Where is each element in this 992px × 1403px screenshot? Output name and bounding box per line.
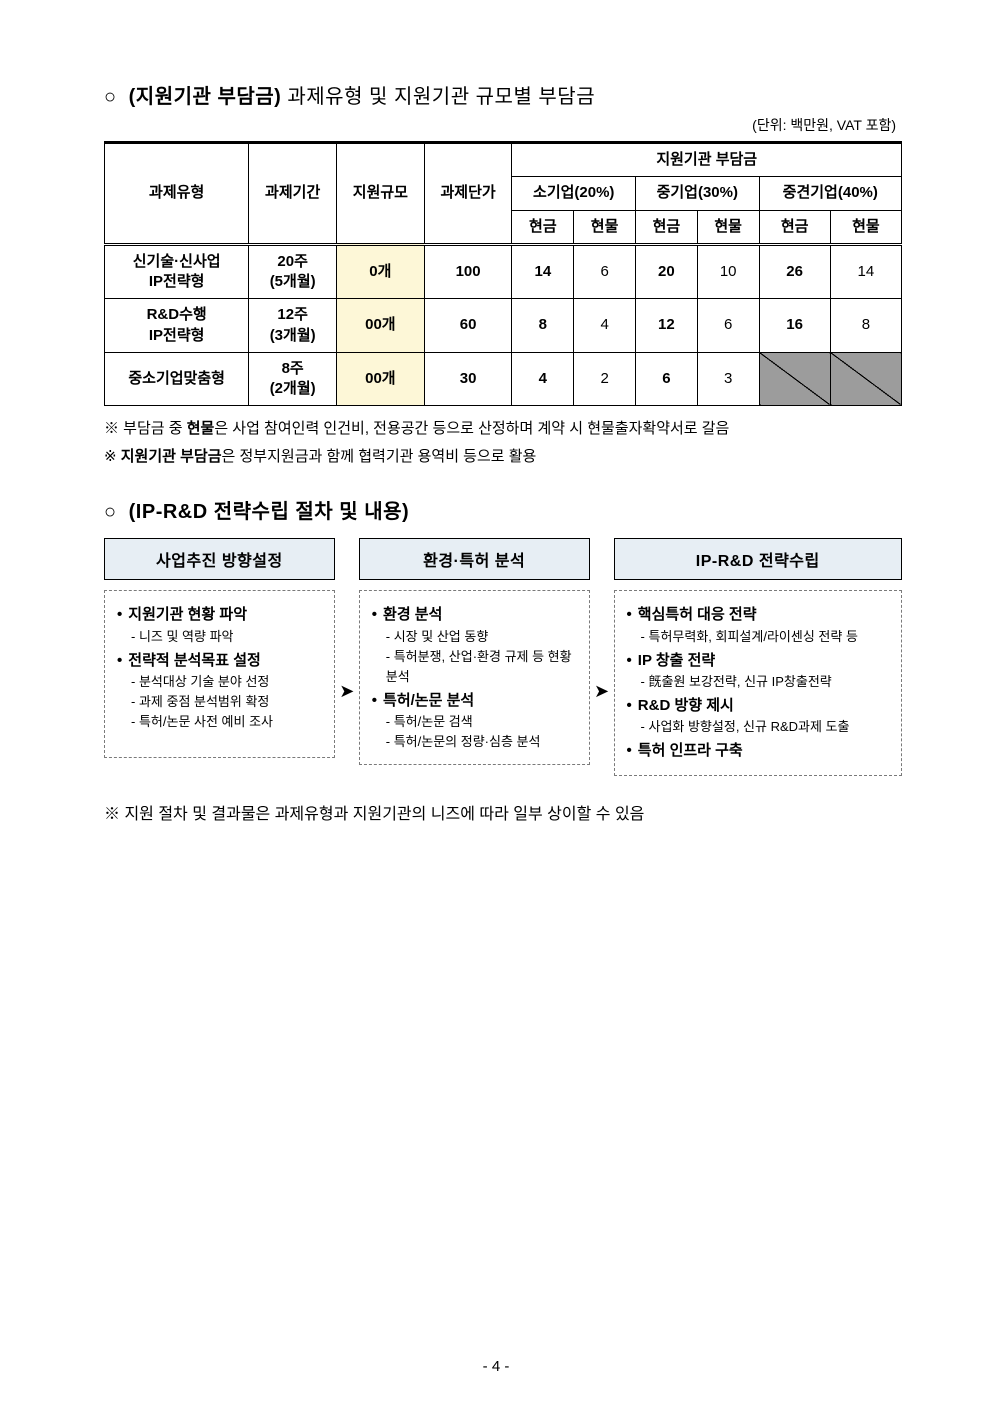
table-cell: 10 [697, 244, 759, 299]
flow-footnote: ※ 지원 절차 및 결과물은 과제유형과 지원기관의 니즈에 따라 일부 상이할… [104, 800, 902, 824]
stage-item-sub: 특허/논문 사전 예비 조사 [117, 712, 322, 732]
th-m-kind: 현물 [697, 210, 759, 244]
table-cell: 8 [512, 299, 574, 353]
th-group: 지원기관 부담금 [512, 143, 902, 177]
table-cell: 00개 [337, 352, 425, 406]
th-type: 과제유형 [105, 143, 249, 245]
stage-item-main: 핵심특허 대응 전략 [627, 603, 889, 626]
note1-post: 은 사업 참여인력 인건비, 전용공간 등으로 산정하며 계약 시 현물출자확약… [214, 420, 729, 437]
th-scale: 지원규모 [337, 143, 425, 245]
table-cell: 0개 [337, 244, 425, 299]
table-cell [830, 352, 901, 406]
arrow-icon: ➤ [335, 538, 359, 775]
table-cell: 14 [830, 244, 901, 299]
table-cell: 16 [759, 299, 830, 353]
title-bold: (지원기관 부담금) [129, 86, 282, 108]
table-cell: 8주(2개월) [249, 352, 337, 406]
table-cell: 6 [636, 352, 698, 406]
table-cell: 12 [636, 299, 698, 353]
note-2: ※ 지원기관 부담금은 정부지원금과 함께 협력기관 용역비 등으로 활용 [104, 444, 902, 470]
table-row: 신기술·신사업IP전략형20주(5개월)0개10014620102614 [105, 244, 902, 299]
unit-label: (단위: 백만원, VAT 포함) [104, 115, 902, 135]
table-row: 중소기업맞춤형8주(2개월)00개304263 [105, 352, 902, 406]
table-cell: 4 [512, 352, 574, 406]
stage-item-sub: 旣출원 보강전략, 신규 IP창출전략 [627, 672, 889, 692]
stage-item-main: 특허 인프라 구축 [627, 739, 889, 762]
table-cell: 3 [697, 352, 759, 406]
stage-item-main: 환경 분석 [372, 603, 577, 626]
section1-title: ○ (지원기관 부담금) 과제유형 및 지원기관 규모별 부담금 [104, 80, 902, 109]
th-s-kind: 현물 [574, 210, 636, 244]
table-cell: 4 [574, 299, 636, 353]
page-body: ○ (지원기관 부담금) 과제유형 및 지원기관 규모별 부담금 (단위: 백만… [0, 0, 992, 864]
stage-item-main: 특허/논문 분석 [372, 689, 577, 712]
table-cell: 60 [424, 299, 512, 353]
stage-body: 지원기관 현황 파악니즈 및 역량 파악전략적 분석목표 설정분석대상 기술 분… [104, 590, 335, 758]
flow-stage: 사업추진 방향설정지원기관 현황 파악니즈 및 역량 파악전략적 분석목표 설정… [104, 538, 335, 775]
th-m-cash: 현금 [636, 210, 698, 244]
th-l-kind: 현물 [830, 210, 901, 244]
stage-body: 핵심특허 대응 전략특허무력화, 회피설계/라이센싱 전략 등IP 창출 전략旣… [614, 590, 902, 775]
th-l-cash: 현금 [759, 210, 830, 244]
stage-item-sub: 특허분쟁, 산업·환경 규제 등 현황 분석 [372, 647, 577, 687]
table-cell: 100 [424, 244, 512, 299]
burden-table: 과제유형 과제기간 지원규모 과제단가 지원기관 부담금 소기업(20%) 중기… [104, 141, 902, 406]
title-bullet: ○ [104, 86, 123, 108]
table-cell: R&D수행IP전략형 [105, 299, 249, 353]
table-cell: 중소기업맞춤형 [105, 352, 249, 406]
stage-item-sub: 니즈 및 역량 파악 [117, 627, 322, 647]
th-large: 중견기업(40%) [759, 177, 901, 210]
title-rest: 과제유형 및 지원기관 규모별 부담금 [281, 86, 595, 108]
sec2-bullet: ○ [104, 501, 123, 523]
table-cell: 8 [830, 299, 901, 353]
note2-bold: 지원기관 부담금 [121, 448, 222, 465]
stage-item-sub: 사업화 방향설정, 신규 R&D과제 도출 [627, 717, 889, 737]
stage-item-main: 지원기관 현황 파악 [117, 603, 322, 626]
table-cell: 신기술·신사업IP전략형 [105, 244, 249, 299]
stage-item-sub: 특허무력화, 회피설계/라이센싱 전략 등 [627, 627, 889, 647]
table-cell: 20주(5개월) [249, 244, 337, 299]
note2-pre: ※ [104, 448, 121, 465]
table-row: R&D수행IP전략형12주(3개월)00개6084126168 [105, 299, 902, 353]
stage-body: 환경 분석시장 및 산업 동향특허분쟁, 산업·환경 규제 등 현황 분석특허/… [359, 590, 590, 765]
stage-item-main: 전략적 분석목표 설정 [117, 649, 322, 672]
table-cell: 2 [574, 352, 636, 406]
stage-head: 사업추진 방향설정 [104, 538, 335, 580]
table-cell: 12주(3개월) [249, 299, 337, 353]
table-cell: 26 [759, 244, 830, 299]
stage-item-main: R&D 방향 제시 [627, 694, 889, 717]
table-cell: 6 [574, 244, 636, 299]
th-s-cash: 현금 [512, 210, 574, 244]
sec2-text: (IP-R&D 전략수립 절차 및 내용) [129, 501, 410, 523]
table-cell: 30 [424, 352, 512, 406]
flow-diagram: 사업추진 방향설정지원기관 현황 파악니즈 및 역량 파악전략적 분석목표 설정… [104, 538, 902, 775]
stage-item-sub: 분석대상 기술 분야 선정 [117, 672, 322, 692]
note1-pre: ※ 부담금 중 [104, 420, 187, 437]
table-cell: 6 [697, 299, 759, 353]
flow-stage: 환경·특허 분석환경 분석시장 및 산업 동향특허분쟁, 산업·환경 규제 등 … [359, 538, 590, 775]
table-cell: 14 [512, 244, 574, 299]
stage-item-sub: 특허/논문의 정량·심층 분석 [372, 732, 577, 752]
table-cell: 20 [636, 244, 698, 299]
th-medium: 중기업(30%) [636, 177, 760, 210]
table-cell [759, 352, 830, 406]
note1-bold: 현물 [187, 420, 215, 437]
table-notes: ※ 부담금 중 현물은 사업 참여인력 인건비, 전용공간 등으로 산정하며 계… [104, 416, 902, 469]
section2-title: ○ (IP-R&D 전략수립 절차 및 내용) [104, 495, 902, 524]
arrow-icon: ➤ [590, 538, 614, 775]
th-unitprice: 과제단가 [424, 143, 512, 245]
th-small: 소기업(20%) [512, 177, 636, 210]
page-number: - 4 - [0, 1358, 992, 1375]
note-1: ※ 부담금 중 현물은 사업 참여인력 인건비, 전용공간 등으로 산정하며 계… [104, 416, 902, 442]
stage-head: 환경·특허 분석 [359, 538, 590, 580]
stage-item-sub: 특허/논문 검색 [372, 712, 577, 732]
stage-item-main: IP 창출 전략 [627, 649, 889, 672]
table-cell: 00개 [337, 299, 425, 353]
flow-stage: IP-R&D 전략수립핵심특허 대응 전략특허무력화, 회피설계/라이센싱 전략… [614, 538, 902, 775]
th-period: 과제기간 [249, 143, 337, 245]
note2-post: 은 정부지원금과 함께 협력기관 용역비 등으로 활용 [222, 448, 537, 465]
stage-head: IP-R&D 전략수립 [614, 538, 902, 580]
stage-item-sub: 시장 및 산업 동향 [372, 627, 577, 647]
stage-item-sub: 과제 중점 분석범위 확정 [117, 692, 322, 712]
